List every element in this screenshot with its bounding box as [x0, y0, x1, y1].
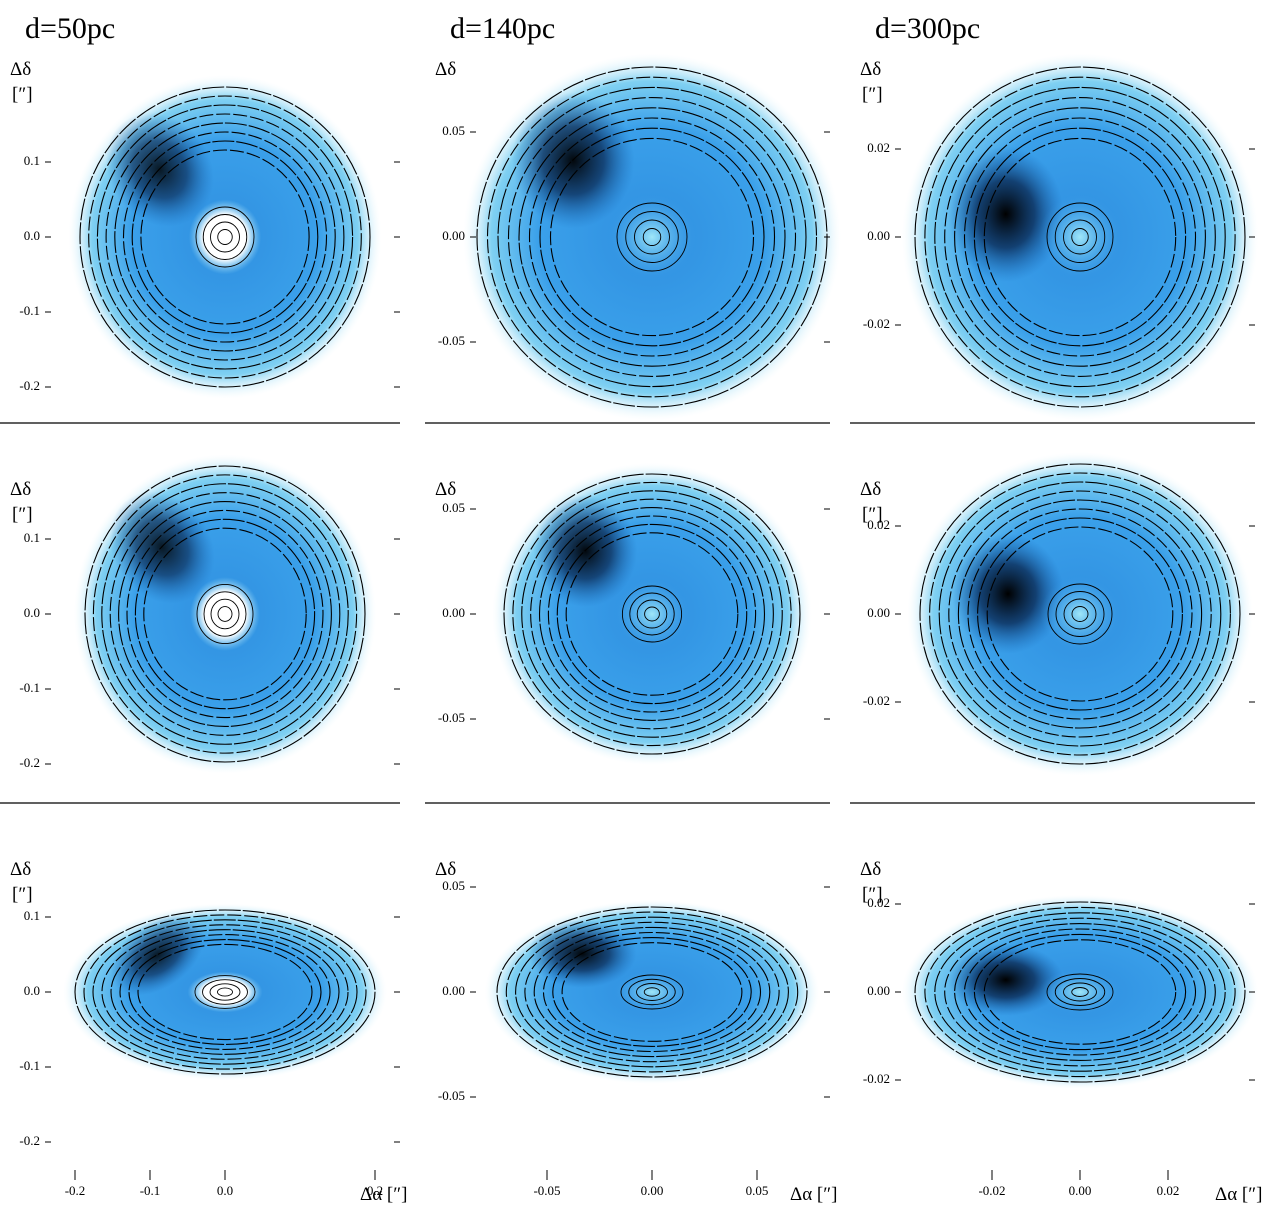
panel: Δδ0.05 0.00 -0.05	[425, 423, 830, 765]
y-tick-label: 0.00	[442, 605, 465, 620]
x-tick-label: 0.00	[1069, 1183, 1092, 1198]
panel: Δδ [″] 0.02 0.00 -0.02	[860, 53, 1258, 420]
x-tick-label: 0.0	[217, 1183, 233, 1198]
x-tick-label: -0.2	[65, 1183, 86, 1198]
y-label: Δδ	[860, 479, 881, 500]
x-tick-label: -0.05	[533, 1183, 560, 1198]
y-tick-label: 0.00	[867, 983, 890, 998]
x-label: Δα [″]	[790, 1184, 838, 1205]
panel: Δδ[″]0.020.00-0.02	[850, 803, 1258, 1089]
panel: Δδ0.05 0.00 -0.05	[425, 803, 830, 1103]
y-tick-label: 0.00	[867, 228, 890, 243]
y-label: Δδ	[435, 859, 456, 880]
center	[608, 195, 696, 280]
x-label: Δα [″]	[360, 1184, 408, 1205]
y-label: Δδ	[435, 479, 456, 500]
y-tick-label: -0.05	[438, 1088, 465, 1103]
center	[1040, 577, 1120, 652]
center	[190, 577, 260, 651]
y-tick-label: 0.00	[867, 605, 890, 620]
y-label: Δδ	[10, 859, 31, 880]
y-tick-label: 0.0	[24, 605, 40, 620]
y-label: Δδ	[860, 59, 881, 80]
y-tick-label: -0.1	[19, 1058, 40, 1073]
y-tick-label: -0.2	[19, 1133, 40, 1148]
y-tick-label: 0.1	[24, 530, 40, 545]
y-unit: [″]	[12, 504, 33, 525]
panel: Δδ[″]0.020.00-0.02	[850, 423, 1255, 776]
center	[189, 200, 262, 275]
center	[1039, 195, 1122, 280]
y-tick-label: 0.02	[867, 517, 890, 532]
y-tick-label: -0.1	[19, 303, 40, 318]
y-label: Δδ	[860, 859, 881, 880]
y-tick-label: 0.05	[442, 123, 465, 138]
y-unit: [″]	[12, 84, 33, 105]
column-title: d=140pc	[450, 12, 555, 45]
y-tick-label: -0.05	[438, 333, 465, 348]
y-tick-label: 0.0	[24, 228, 40, 243]
y-tick-label: -0.05	[438, 710, 465, 725]
panel: Δδ [″] 0.1 0.0 -0.1 -0.2	[0, 803, 400, 1148]
y-tick-label: 0.0	[24, 983, 40, 998]
y-tick-label: 0.05	[442, 878, 465, 893]
center	[1039, 970, 1122, 1015]
y-tick-label: -0.1	[19, 680, 40, 695]
y-tick-label: 0.05	[442, 500, 465, 515]
y-tick-label: 0.1	[24, 908, 40, 923]
center	[188, 972, 263, 1013]
x-tick-label: 0.02	[1157, 1183, 1180, 1198]
y-label: Δδ	[10, 59, 31, 80]
y-label: Δδ	[10, 479, 31, 500]
column-title: d=300pc	[875, 12, 980, 45]
x-tick-label: 0.00	[641, 1183, 664, 1198]
center	[613, 971, 691, 1014]
page: {"columns": [ {"title": "d=50pc", "ytick…	[0, 0, 1263, 1210]
center	[615, 579, 689, 649]
y-tick-label: 0.02	[867, 895, 890, 910]
y-unit: [″]	[12, 884, 33, 905]
y-tick-label: 0.00	[442, 983, 465, 998]
x-tick-label: 0.05	[746, 1183, 769, 1198]
y-tick-label: -0.02	[863, 1071, 890, 1086]
y-tick-label: 0.1	[24, 153, 40, 168]
y-unit: [″]	[862, 84, 883, 105]
panel: Δδ [″] 0.1 0.0 -0.1 -0.2	[0, 423, 400, 774]
x-label: Δα [″]	[1215, 1184, 1263, 1205]
y-label: Δδ	[435, 59, 456, 80]
x-tick-label: -0.1	[140, 1183, 161, 1198]
y-tick-label: -0.2	[19, 755, 40, 770]
panel: Δδ 0.05 0.00 -0.05	[435, 53, 841, 420]
y-tick-label: -0.02	[863, 693, 890, 708]
panel: Δδ [″] 0.1 0.0 -0.1 -0.2	[10, 59, 400, 399]
y-tick-label: -0.02	[863, 316, 890, 331]
figure: d=50pc Δδ [″] 0.1 0.0 -0.1 -0.2 Δδ [″] 0.1 0.0 -0.1…	[0, 0, 1263, 1210]
y-tick-label: 0.00	[442, 228, 465, 243]
x-tick-label: -0.02	[978, 1183, 1005, 1198]
column-title: d=50pc	[25, 12, 115, 45]
y-tick-label: 0.02	[867, 140, 890, 155]
y-tick-label: -0.2	[19, 378, 40, 393]
